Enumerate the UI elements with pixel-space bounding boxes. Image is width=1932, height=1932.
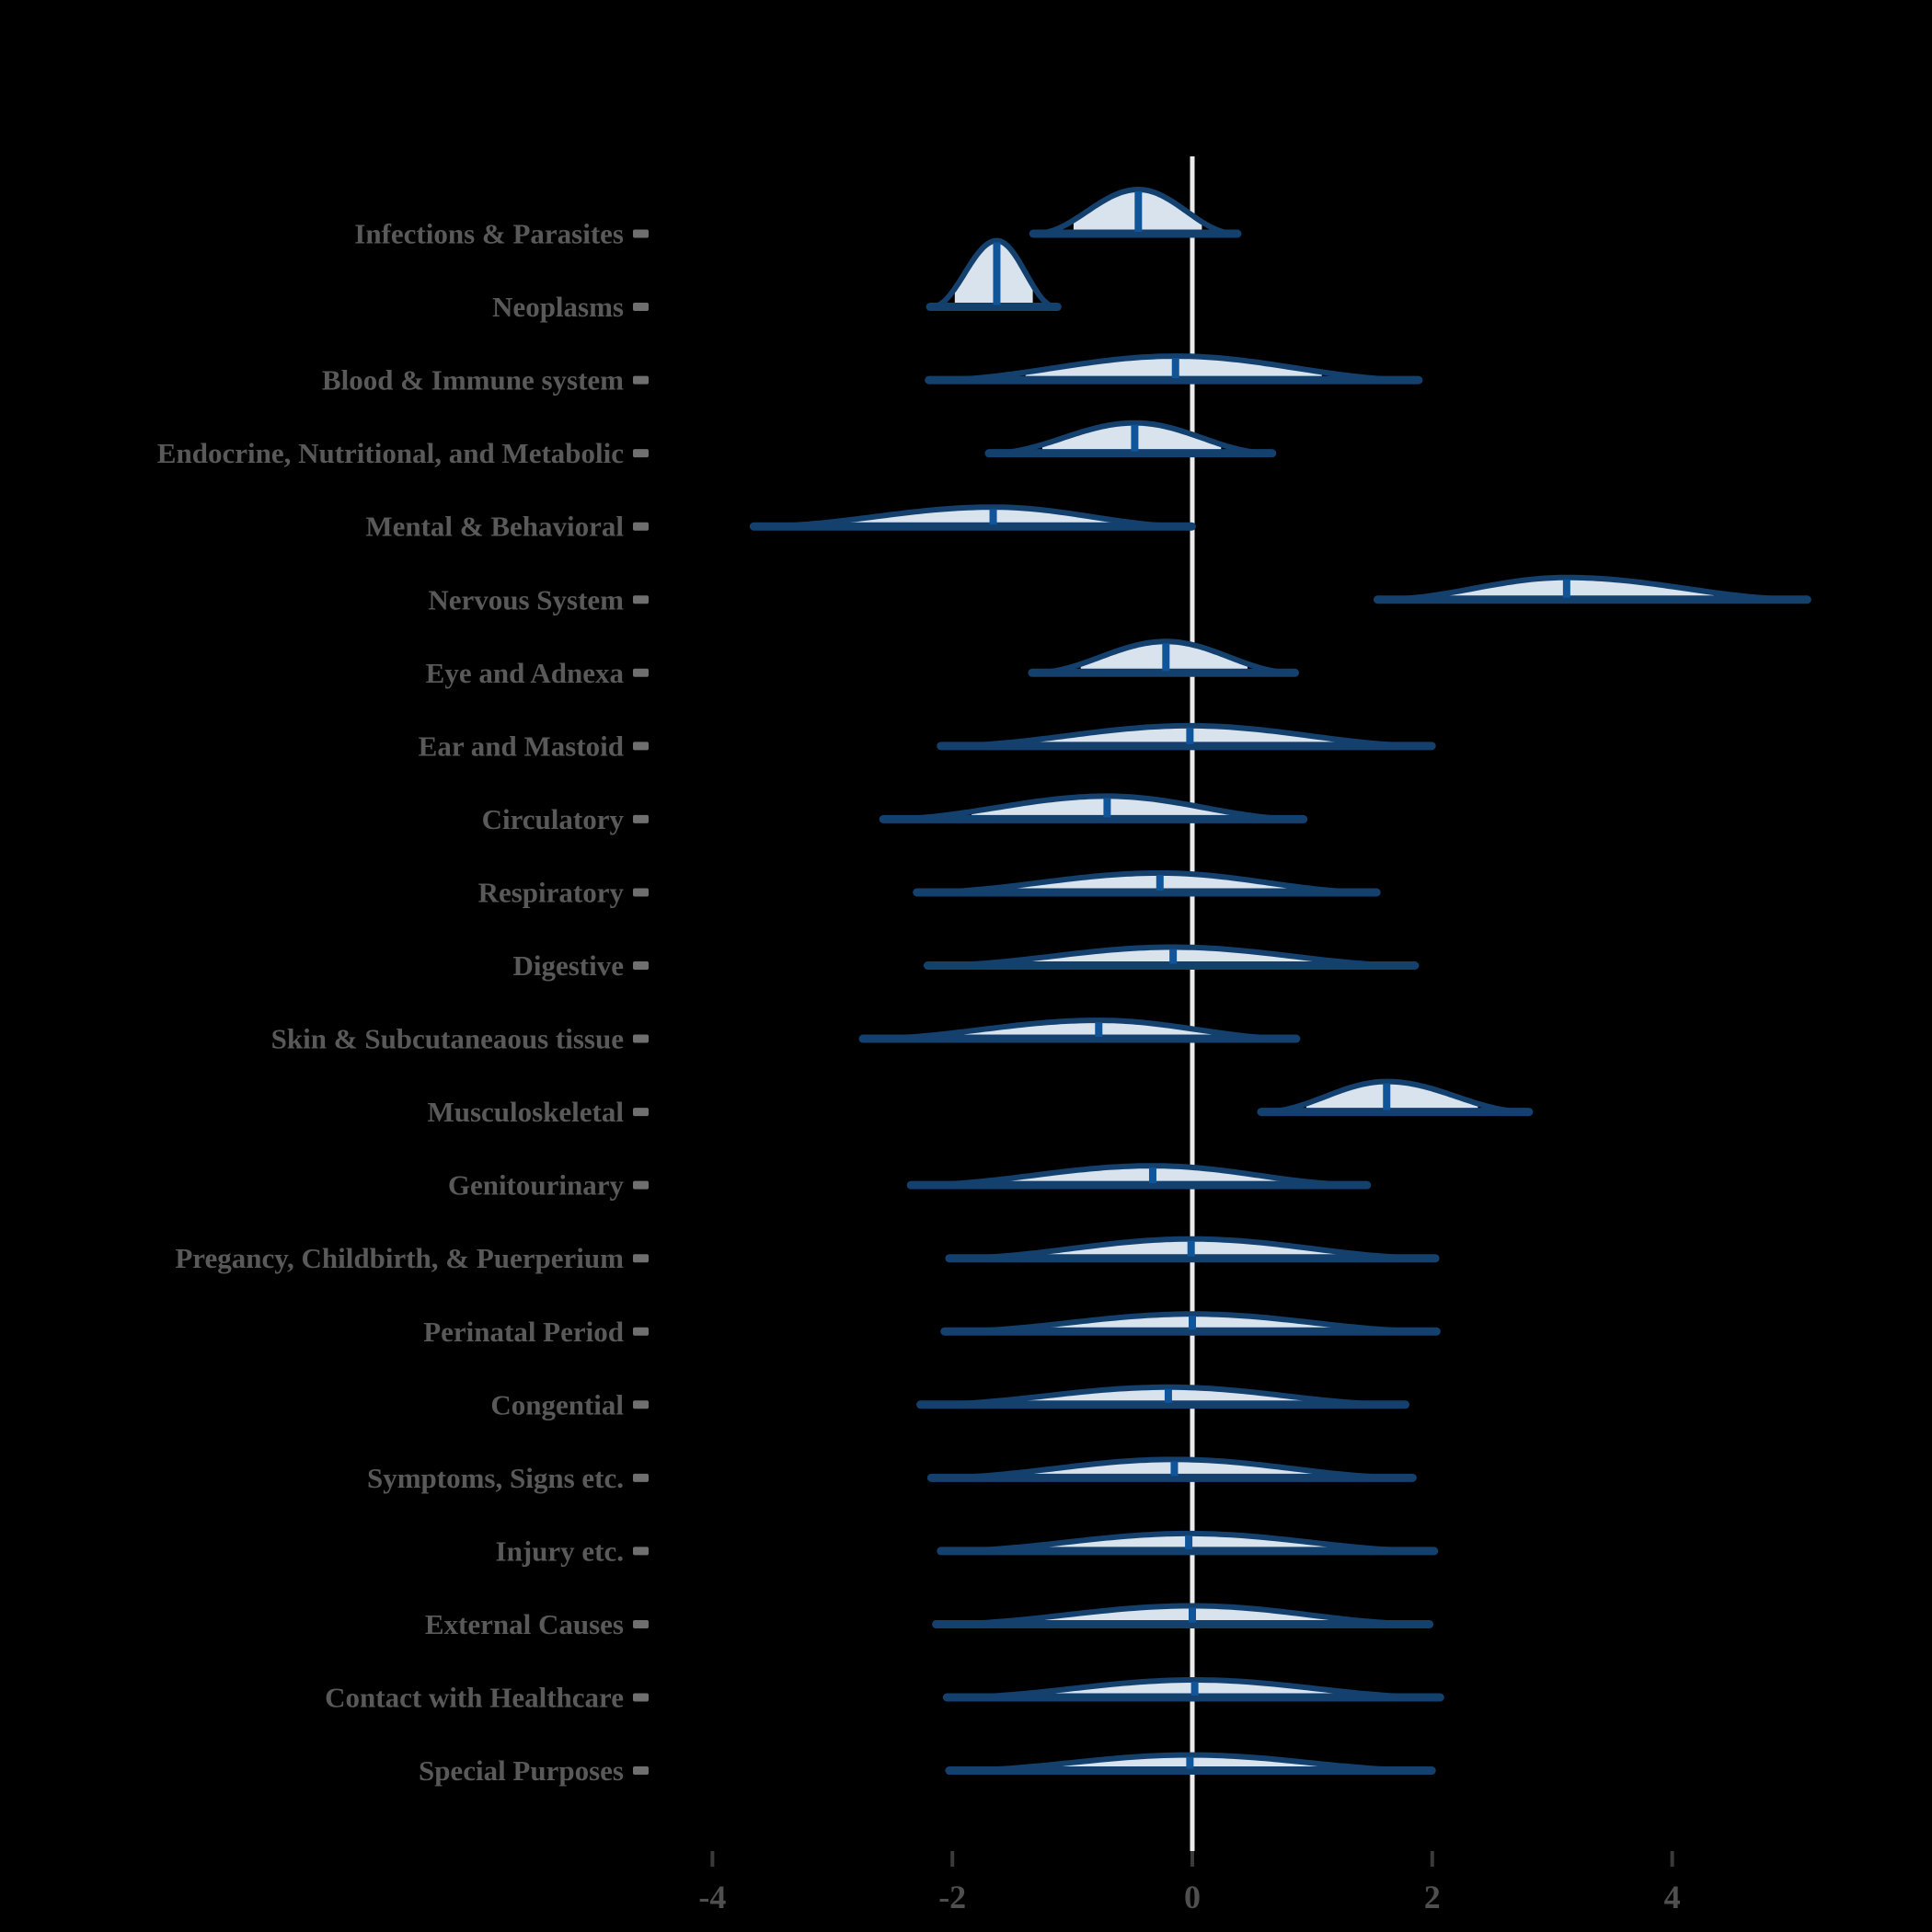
- category-label: Injury etc.: [496, 1535, 624, 1567]
- violin-row: Skin & Subcutaneaous tissue: [271, 1018, 1301, 1055]
- x-axis-tick-label: 4: [1664, 1879, 1681, 1915]
- category-tick-dash: [633, 1254, 649, 1263]
- density-outline: [946, 1677, 1442, 1700]
- density-outline: [948, 1236, 1437, 1261]
- category-label: Perinatal Period: [423, 1316, 624, 1348]
- category-tick-dash: [633, 1400, 649, 1409]
- category-label: External Causes: [425, 1608, 624, 1640]
- category-tick-dash: [633, 1034, 649, 1043]
- violin-row: Symptoms, Signs etc.: [367, 1456, 1417, 1494]
- category-label: Respiratory: [478, 876, 625, 908]
- category-tick-dash: [633, 1180, 649, 1190]
- category-tick-dash: [633, 1693, 649, 1702]
- violin-row: Nervous System: [428, 574, 1811, 615]
- category-tick-dash: [633, 1619, 649, 1628]
- violin-row: Injury etc.: [496, 1530, 1439, 1567]
- density-outline: [1030, 638, 1296, 676]
- violin-row: Digestive: [512, 944, 1420, 982]
- density-outline: [939, 1530, 1435, 1554]
- density-outline: [1032, 187, 1238, 236]
- category-label: Musculoskeletal: [427, 1096, 624, 1128]
- violin-row: Circulatory: [482, 793, 1308, 835]
- category-label: Genitourinary: [448, 1169, 625, 1202]
- x-axis-tick-label: 2: [1424, 1879, 1441, 1915]
- category-tick-dash: [633, 1108, 649, 1117]
- violin-row: Neoplasms: [492, 237, 1062, 323]
- x-axis-tick-label: 0: [1184, 1879, 1201, 1915]
- density-outline: [927, 353, 1420, 384]
- category-tick-dash: [633, 229, 649, 238]
- category-label: Contact with Healthcare: [325, 1682, 624, 1714]
- density-outline: [935, 1603, 1431, 1627]
- category-tick-dash: [633, 814, 649, 823]
- category-label: Symptoms, Signs etc.: [367, 1462, 624, 1494]
- category-tick-dash: [633, 522, 649, 531]
- category-tick-dash: [633, 742, 649, 751]
- category-tick-dash: [633, 595, 649, 604]
- category-label: Ear and Mastoid: [419, 730, 624, 762]
- density-outline: [987, 420, 1273, 456]
- category-label: Neoplasms: [492, 291, 624, 323]
- category-label: Pregancy, Childbirth, & Puerperium: [175, 1242, 624, 1274]
- density-outline: [915, 870, 1378, 895]
- category-label: Circulatory: [482, 803, 625, 835]
- category-label: Digestive: [512, 949, 624, 982]
- category-tick-dash: [633, 1766, 649, 1776]
- violin-row: External Causes: [425, 1603, 1434, 1640]
- violin-row: Pregancy, Childbirth, & Puerperium: [175, 1236, 1440, 1274]
- density-outline: [943, 1311, 1438, 1335]
- category-tick-dash: [633, 1547, 649, 1556]
- violin-row: Ear and Mastoid: [419, 722, 1436, 762]
- category-label: Blood & Immune system: [322, 364, 624, 397]
- category-label: Infections & Parasites: [354, 218, 624, 250]
- category-tick-dash: [633, 888, 649, 897]
- violin-row: Musculoskeletal: [427, 1078, 1534, 1128]
- category-tick-dash: [633, 375, 649, 385]
- density-outline: [929, 237, 1059, 310]
- violin-row: Mental & Behavioral: [365, 504, 1196, 543]
- category-tick-dash: [633, 449, 649, 458]
- category-tick-dash: [633, 1327, 649, 1336]
- violin-row: Special Purposes: [419, 1752, 1436, 1787]
- violin-row: Blood & Immune system: [322, 353, 1423, 397]
- category-label: Nervous System: [428, 583, 624, 615]
- category-label: Mental & Behavioral: [365, 511, 624, 543]
- category-tick-dash: [633, 303, 649, 312]
- violin-row: Congential: [490, 1384, 1410, 1420]
- category-tick-dash: [633, 668, 649, 677]
- violin-row: Contact with Healthcare: [325, 1677, 1444, 1714]
- category-label: Endocrine, Nutritional, and Metabolic: [157, 437, 624, 469]
- x-axis-tick-label: -2: [938, 1879, 966, 1915]
- density-outline: [910, 1163, 1368, 1189]
- density-outline: [930, 1456, 1414, 1481]
- density-outline: [882, 793, 1305, 822]
- density-outline: [926, 944, 1416, 969]
- violin-row: Genitourinary: [448, 1163, 1372, 1202]
- density-outline: [939, 722, 1433, 749]
- violin-row: Respiratory: [478, 870, 1381, 908]
- violin-row: Perinatal Period: [423, 1311, 1441, 1348]
- violin-row: Eye and Adnexa: [426, 638, 1300, 689]
- category-label: Congential: [490, 1388, 624, 1420]
- density-outline: [1259, 1078, 1530, 1115]
- category-label: Special Purposes: [419, 1754, 624, 1787]
- density-outline: [919, 1384, 1407, 1408]
- category-label: Skin & Subcutaneaous tissue: [271, 1023, 624, 1055]
- category-label: Eye and Adnexa: [426, 657, 625, 689]
- x-axis-tick-label: -4: [698, 1879, 726, 1915]
- violin-row: Infections & Parasites: [354, 187, 1242, 250]
- category-tick-dash: [633, 1473, 649, 1482]
- violin-row: Endocrine, Nutritional, and Metabolic: [157, 420, 1277, 469]
- category-tick-dash: [633, 961, 649, 970]
- density-outline: [1376, 574, 1809, 603]
